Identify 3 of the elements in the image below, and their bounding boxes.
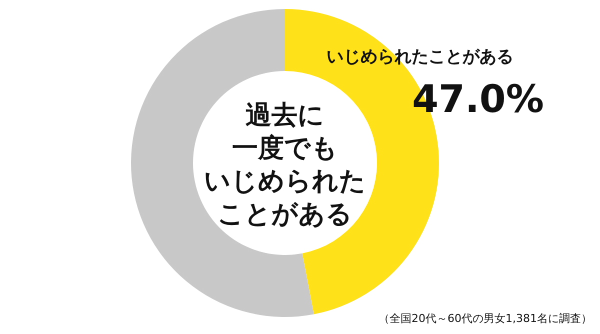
slice-label: いじめられたことがある [326, 47, 514, 67]
text: （全国20代～60代の男女1,381名に調査） [378, 312, 592, 325]
text: 過去に一度でもいじめられたことがある [204, 100, 366, 230]
